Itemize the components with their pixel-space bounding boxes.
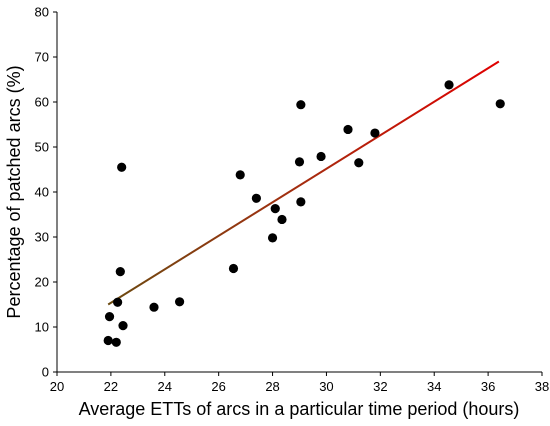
data-point bbox=[117, 162, 127, 172]
data-point bbox=[316, 151, 326, 162]
data-point bbox=[103, 335, 113, 346]
trendline bbox=[107, 60, 500, 306]
y-tick-label: 50 bbox=[35, 140, 49, 155]
x-tick-label: 28 bbox=[265, 379, 279, 394]
x-tick-label: 24 bbox=[158, 379, 172, 394]
trendline-layer bbox=[107, 60, 500, 306]
data-point bbox=[251, 193, 261, 203]
y-tick-label: 60 bbox=[35, 95, 49, 110]
data-point bbox=[294, 157, 305, 167]
x-tick-label: 22 bbox=[104, 379, 118, 394]
data-point bbox=[104, 312, 115, 322]
data-point bbox=[228, 263, 239, 274]
x-tick-label: 38 bbox=[535, 379, 549, 394]
y-tick-label: 80 bbox=[35, 5, 49, 20]
data-point bbox=[149, 302, 159, 312]
data-point bbox=[370, 128, 380, 138]
data-point bbox=[296, 100, 306, 110]
y-tick-label: 40 bbox=[35, 185, 49, 200]
data-point bbox=[495, 99, 505, 109]
data-point bbox=[267, 233, 278, 243]
x-tick-label: 34 bbox=[427, 379, 441, 394]
y-tick-label: 0 bbox=[42, 365, 49, 380]
x-tick-label: 26 bbox=[211, 379, 225, 394]
data-point bbox=[118, 321, 128, 331]
x-tick-label: 32 bbox=[373, 379, 387, 394]
y-tick-label: 10 bbox=[35, 320, 49, 335]
data-points bbox=[103, 80, 505, 347]
tick-labels: 20 22 24 26 28 30 32 34 36 38 0 10 20 30 40 50 60 70 80 bbox=[35, 5, 550, 395]
data-point bbox=[296, 197, 306, 207]
data-point bbox=[174, 297, 185, 307]
data-point bbox=[354, 158, 364, 168]
y-tick-label: 20 bbox=[35, 275, 49, 290]
data-point bbox=[444, 80, 454, 90]
x-tick-label: 30 bbox=[319, 379, 333, 394]
y-axis-title: Percentage of patched arcs (%) bbox=[4, 65, 24, 318]
x-tick-label: 36 bbox=[481, 379, 495, 394]
x-tick-label: 20 bbox=[50, 379, 64, 394]
data-point bbox=[343, 124, 353, 135]
axes bbox=[53, 11, 543, 376]
data-point bbox=[115, 267, 125, 277]
y-tick-label: 30 bbox=[35, 230, 49, 245]
data-point bbox=[111, 337, 121, 347]
x-axis-title: Average ETTs of arcs in a particular tim… bbox=[79, 399, 520, 419]
data-point bbox=[235, 170, 245, 180]
data-point bbox=[113, 297, 123, 307]
data-point bbox=[270, 204, 280, 214]
data-point bbox=[277, 214, 287, 225]
y-tick-label: 70 bbox=[35, 50, 49, 65]
